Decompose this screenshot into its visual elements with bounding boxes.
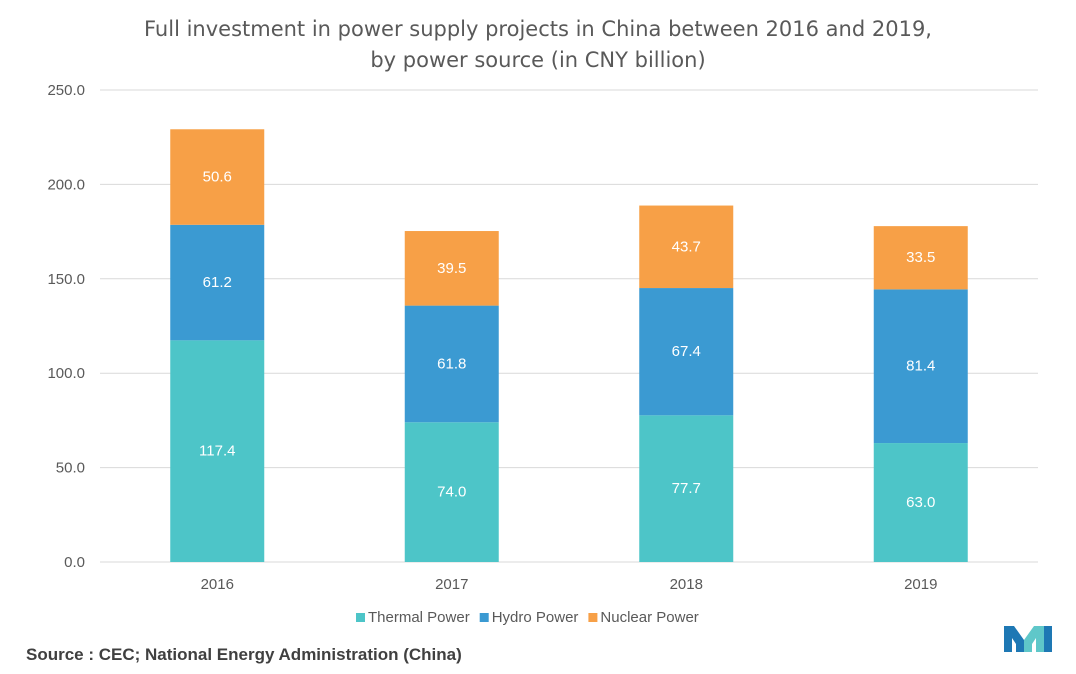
bar-value-label: 61.2 [203, 274, 232, 291]
bar-value-label: 43.7 [672, 238, 701, 255]
legend-entry: Hydro Power [492, 609, 579, 626]
bar-segment [873, 289, 968, 444]
bar-value-label: 63.0 [906, 494, 935, 511]
bar-segment [639, 415, 734, 562]
bar-value-label: 81.4 [906, 358, 935, 375]
bar-segment [639, 205, 734, 289]
legend-swatch [588, 613, 598, 622]
x-axis: 2016 2017 2018 2019 [201, 576, 938, 593]
bar-segment [404, 231, 499, 306]
bar-value-label: 33.5 [906, 249, 935, 266]
bar-segment [639, 288, 734, 416]
bar-value-label: 39.5 [437, 260, 466, 277]
legend-swatch [356, 613, 365, 622]
y-axis: 0.0 50.0 100.0 150.0 200.0 250.0 [47, 82, 85, 571]
chart-subtitle: by power source (in CNY billion) [370, 48, 705, 72]
y-tick-label: 200.0 [47, 176, 85, 193]
bar-segment [170, 129, 265, 225]
y-tick-label: 0.0 [64, 554, 85, 571]
bar-value-label: 74.0 [437, 484, 466, 501]
bar-segment [170, 340, 265, 562]
x-category-label: 2016 [201, 576, 234, 593]
bar-segment [873, 443, 968, 562]
y-tick-label: 100.0 [47, 365, 85, 382]
bar-segment [404, 305, 499, 423]
bar-value-label: 77.7 [672, 480, 701, 497]
legend-entry: Nuclear Power [600, 609, 698, 626]
bar-segment [873, 226, 968, 290]
legend-entry: Thermal Power [368, 609, 470, 626]
y-tick-label: 150.0 [47, 271, 85, 288]
bar-segment [170, 224, 265, 341]
y-tick-label: 50.0 [56, 460, 85, 477]
x-category-label: 2017 [435, 576, 468, 593]
bar-value-label: 50.6 [203, 169, 232, 186]
bar-value-label: 61.8 [437, 355, 466, 372]
mordor-intelligence-logo [1004, 626, 1052, 652]
x-category-label: 2018 [670, 576, 703, 593]
bar-value-label: 117.4 [199, 443, 235, 460]
chart-title: Full investment in power supply projects… [144, 17, 932, 41]
y-tick-label: 250.0 [47, 82, 85, 99]
source-note: Source : CEC; National Energy Administra… [26, 645, 462, 664]
legend: Thermal Power Hydro Power Nuclear Power [356, 609, 699, 626]
bar-value-label: 67.4 [672, 343, 701, 360]
legend-swatch [479, 613, 489, 622]
bar-segment [404, 422, 499, 562]
bars: 117.4 61.2 50.6 74.0 61.8 39.5 77.7 67.4 43.7 63.… [170, 129, 968, 562]
x-category-label: 2019 [904, 576, 937, 593]
